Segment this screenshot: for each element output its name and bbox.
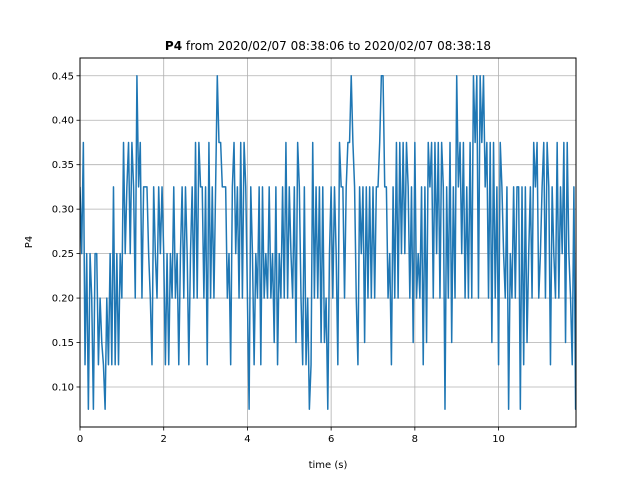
y-tick-label: 0.25 (52, 249, 74, 260)
x-tick-label: 0 (77, 434, 83, 445)
chart-title-variable: P4 (165, 39, 182, 53)
plot-frame (79, 57, 577, 428)
x-tick-label: 6 (328, 434, 334, 445)
ticks: 0 2 4 6 8 10 0.10 0.15 0.20 0.25 0.30 0.35 0.40 0.45 (52, 71, 505, 445)
y-tick-label: 0.10 (52, 382, 74, 393)
chart-title-range: from 2020/02/07 08:38:06 to 2020/02/07 0… (182, 39, 491, 53)
y-axis-label: P4 (24, 236, 35, 248)
chart-title: P4 from 2020/02/07 08:38:06 to 2020/02/0… (165, 39, 491, 53)
series-layer (80, 75, 576, 410)
x-tick-label: 8 (412, 434, 418, 445)
x-axis-label: time (s) (309, 460, 348, 471)
x-tick-label: 4 (244, 434, 250, 445)
y-tick-label: 0.40 (52, 116, 74, 127)
y-tick-label: 0.35 (52, 160, 74, 171)
y-tick-label: 0.45 (52, 71, 74, 82)
y-tick-label: 0.15 (52, 338, 74, 349)
p4-series-line (80, 75, 576, 410)
x-tick-label: 10 (492, 434, 505, 445)
y-tick-label: 0.30 (52, 205, 74, 216)
y-tick-label: 0.20 (52, 294, 74, 305)
x-tick-label: 2 (161, 434, 167, 445)
